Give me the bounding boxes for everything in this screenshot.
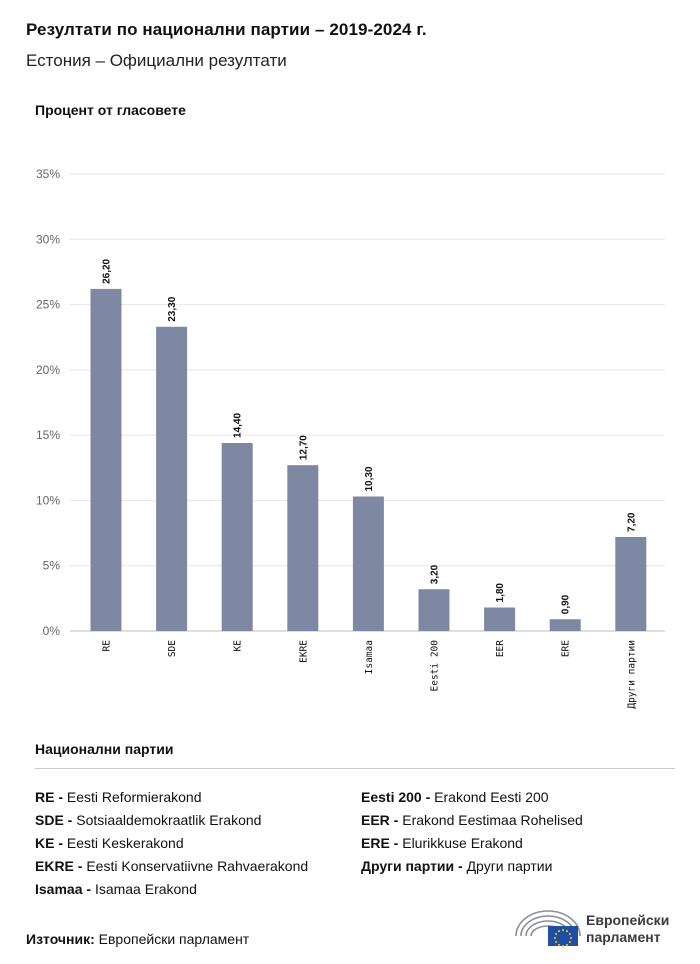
chart-subtitle: Естония – Официални резултати bbox=[26, 51, 287, 70]
bar bbox=[352, 496, 384, 631]
y-tick-label: 0% bbox=[43, 624, 61, 638]
y-tick-label: 35% bbox=[36, 167, 60, 181]
data-label: 3,20 bbox=[430, 564, 441, 584]
bar bbox=[484, 607, 516, 631]
legend-abbr: EER - bbox=[361, 812, 403, 828]
legend-item: Isamaa - Isamaa Erakond bbox=[35, 878, 308, 901]
legend-party-name: Eesti Konservatiivne Rahvaerakond bbox=[86, 858, 309, 874]
data-label: 10,30 bbox=[364, 466, 375, 491]
legend-abbr: KE - bbox=[35, 835, 67, 851]
legend-party-name: Eesti Keskerakond bbox=[66, 835, 184, 851]
legend-party-name: Isamaa Erakond bbox=[94, 881, 197, 897]
legend-party-name: Eesti Reformierakond bbox=[66, 789, 202, 805]
x-tick-label: EKRE bbox=[298, 640, 309, 663]
legend-title: Национални партии bbox=[35, 741, 174, 757]
data-label: 23,30 bbox=[167, 296, 178, 321]
y-tick-label: 5% bbox=[43, 559, 61, 573]
x-tick-label: Isamaa bbox=[364, 640, 375, 674]
x-tick-label: EER bbox=[495, 640, 506, 657]
parliament-hemicycle-icon bbox=[515, 910, 581, 947]
legend-item: EKRE - Eesti Konservatiivne Rahvaerakond bbox=[35, 855, 308, 878]
x-tick-label: KE bbox=[233, 640, 244, 652]
legend-abbr: RE - bbox=[35, 789, 67, 805]
bar bbox=[418, 589, 450, 631]
bar bbox=[156, 326, 188, 631]
legend-party-name: Erakond Eestimaa Rohelised bbox=[402, 812, 583, 828]
bar bbox=[287, 465, 319, 631]
bar bbox=[221, 442, 253, 631]
x-tick-label: Eesti 200 bbox=[430, 640, 441, 692]
source-label: Източник: bbox=[26, 931, 95, 947]
legend-item: ERE - Elurikkuse Erakond bbox=[361, 832, 583, 855]
legend-item: RE - Eesti Reformierakond bbox=[35, 786, 308, 809]
legend-party-name: Elurikkuse Erakond bbox=[402, 835, 523, 851]
source-text: Европейски парламент bbox=[98, 931, 250, 947]
legend-column-left: RE - Eesti Reformierakond SDE - Sotsiaald… bbox=[35, 786, 308, 901]
bar bbox=[549, 619, 581, 631]
x-tick-label: RE bbox=[102, 640, 113, 652]
legend-divider bbox=[35, 768, 675, 769]
bar bbox=[90, 288, 122, 631]
data-label: 14,40 bbox=[233, 413, 244, 438]
data-label: 1,80 bbox=[495, 583, 506, 603]
legend-column-right: Eesti 200 - Erakond Eesti 200 EER - Erako… bbox=[361, 786, 583, 878]
legend-item: EER - Erakond Eestimaa Rohelised bbox=[361, 809, 583, 832]
chart-title: Резултати по национални партии – 2019-20… bbox=[26, 20, 427, 39]
bar bbox=[615, 536, 647, 631]
legend-abbr: ERE - bbox=[361, 835, 403, 851]
legend-party-name: Erakond Eesti 200 bbox=[434, 789, 549, 805]
source-line: Източник: Европейски парламент bbox=[26, 931, 249, 947]
x-tick-label: Други партии bbox=[626, 640, 637, 709]
legend-abbr: Други партии - bbox=[361, 858, 467, 874]
legend-item: SDE - Sotsiaaldemokraatlik Erakond bbox=[35, 809, 308, 832]
legend-item: KE - Eesti Keskerakond bbox=[35, 832, 308, 855]
data-label: 0,90 bbox=[561, 594, 572, 614]
legend-abbr: Isamaa - bbox=[35, 881, 95, 897]
data-label: 26,20 bbox=[102, 258, 113, 283]
legend-party-name: Други партии bbox=[466, 858, 553, 874]
european-parliament-logo: Европейски парламент bbox=[514, 906, 680, 948]
y-tick-label: 20% bbox=[36, 363, 60, 377]
data-label: 12,70 bbox=[298, 435, 309, 460]
legend-abbr: Eesti 200 - bbox=[361, 789, 435, 805]
y-tick-label: 15% bbox=[36, 428, 60, 442]
legend-abbr: SDE - bbox=[35, 812, 77, 828]
y-tick-label: 30% bbox=[36, 232, 60, 246]
legend-party-name: Sotsiaaldemokraatlik Erakond bbox=[76, 812, 262, 828]
legend-item: Други партии - Други партии bbox=[361, 855, 583, 878]
x-tick-label: SDE bbox=[167, 640, 178, 657]
legend-abbr: EKRE - bbox=[35, 858, 87, 874]
eu-flag-icon bbox=[548, 926, 578, 946]
y-tick-label: 25% bbox=[36, 298, 60, 312]
bar-chart: 0% 5% 10% 15% 20% 25% 30% 35% 26,20 RE 23,30 SDE 14,… bbox=[36, 167, 665, 709]
data-label: 7,20 bbox=[626, 512, 637, 532]
y-tick-label: 10% bbox=[36, 493, 60, 507]
logo-text: Европейски парламент bbox=[586, 912, 670, 945]
legend-item: Eesti 200 - Erakond Eesti 200 bbox=[361, 786, 583, 809]
y-axis-label: Процент от гласовете bbox=[35, 102, 186, 118]
x-tick-label: ERE bbox=[561, 640, 572, 657]
